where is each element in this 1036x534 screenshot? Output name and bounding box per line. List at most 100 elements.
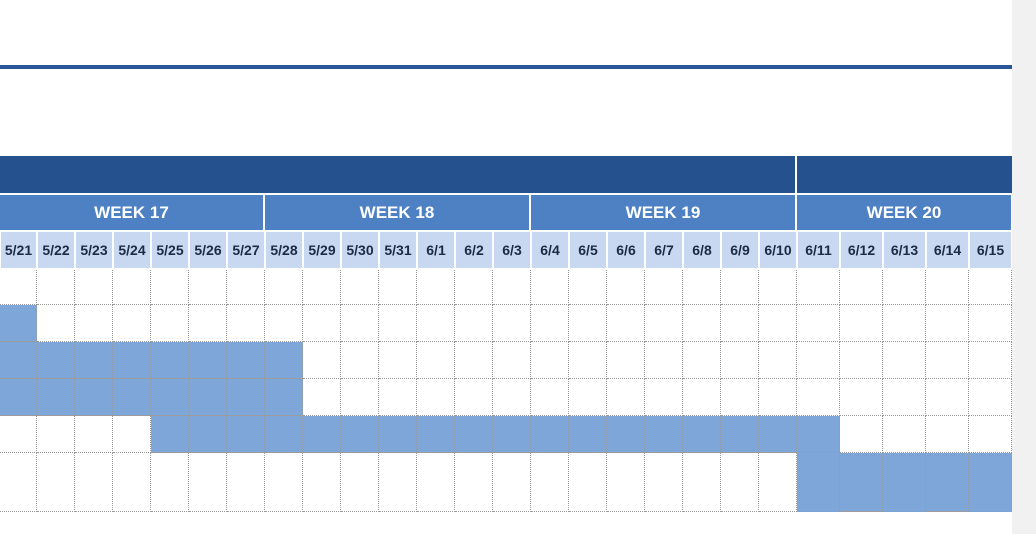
grid-cell[interactable]: [926, 416, 969, 453]
grid-cell[interactable]: [759, 453, 797, 512]
grid-cell[interactable]: [759, 342, 797, 379]
grid-cell[interactable]: [0, 453, 37, 512]
grid-cell[interactable]: [303, 379, 341, 416]
grid-cell[interactable]: [75, 416, 113, 453]
grid-cell[interactable]: [341, 453, 379, 512]
task-bar-cell[interactable]: [417, 416, 455, 453]
grid-cell[interactable]: [37, 416, 75, 453]
grid-cell[interactable]: [721, 270, 759, 305]
grid-cell[interactable]: [840, 379, 883, 416]
grid-cell[interactable]: [683, 305, 721, 342]
grid-cell[interactable]: [265, 453, 303, 512]
task-bar-cell[interactable]: [113, 379, 151, 416]
task-bar-cell[interactable]: [379, 416, 417, 453]
grid-cell[interactable]: [113, 453, 151, 512]
grid-cell[interactable]: [883, 416, 926, 453]
task-bar-cell[interactable]: [926, 453, 969, 512]
task-bar-cell[interactable]: [759, 416, 797, 453]
task-bar-cell[interactable]: [151, 416, 189, 453]
grid-cell[interactable]: [303, 342, 341, 379]
grid-cell[interactable]: [227, 453, 265, 512]
task-bar-cell[interactable]: [645, 416, 683, 453]
grid-cell[interactable]: [531, 305, 569, 342]
grid-cell[interactable]: [721, 342, 759, 379]
task-bar-cell[interactable]: [265, 416, 303, 453]
grid-cell[interactable]: [379, 270, 417, 305]
task-bar-cell[interactable]: [607, 416, 645, 453]
task-bar-cell[interactable]: [0, 379, 37, 416]
task-bar-cell[interactable]: [303, 416, 341, 453]
grid-cell[interactable]: [0, 416, 37, 453]
grid-cell[interactable]: [569, 342, 607, 379]
grid-cell[interactable]: [797, 379, 840, 416]
task-bar-cell[interactable]: [265, 342, 303, 379]
grid-cell[interactable]: [189, 270, 227, 305]
grid-cell[interactable]: [569, 453, 607, 512]
task-bar-cell[interactable]: [227, 416, 265, 453]
grid-cell[interactable]: [75, 305, 113, 342]
grid-cell[interactable]: [493, 453, 531, 512]
task-bar-cell[interactable]: [75, 379, 113, 416]
grid-cell[interactable]: [883, 305, 926, 342]
grid-cell[interactable]: [75, 453, 113, 512]
grid-cell[interactable]: [531, 379, 569, 416]
task-bar-cell[interactable]: [797, 453, 840, 512]
grid-cell[interactable]: [645, 270, 683, 305]
grid-cell[interactable]: [797, 305, 840, 342]
grid-cell[interactable]: [969, 342, 1012, 379]
grid-cell[interactable]: [883, 379, 926, 416]
grid-cell[interactable]: [151, 270, 189, 305]
grid-cell[interactable]: [341, 270, 379, 305]
task-bar-cell[interactable]: [151, 342, 189, 379]
grid-cell[interactable]: [926, 305, 969, 342]
task-bar-cell[interactable]: [0, 342, 37, 379]
grid-cell[interactable]: [759, 379, 797, 416]
task-bar-cell[interactable]: [455, 416, 493, 453]
grid-cell[interactable]: [493, 305, 531, 342]
grid-cell[interactable]: [926, 379, 969, 416]
grid-cell[interactable]: [645, 342, 683, 379]
grid-cell[interactable]: [189, 305, 227, 342]
grid-cell[interactable]: [607, 270, 645, 305]
grid-cell[interactable]: [969, 270, 1012, 305]
task-bar-cell[interactable]: [797, 416, 840, 453]
grid-cell[interactable]: [379, 342, 417, 379]
grid-cell[interactable]: [969, 305, 1012, 342]
grid-cell[interactable]: [227, 270, 265, 305]
grid-cell[interactable]: [926, 342, 969, 379]
grid-cell[interactable]: [113, 416, 151, 453]
grid-cell[interactable]: [840, 305, 883, 342]
task-bar-cell[interactable]: [37, 342, 75, 379]
grid-cell[interactable]: [759, 270, 797, 305]
task-bar-cell[interactable]: [493, 416, 531, 453]
task-bar-cell[interactable]: [75, 342, 113, 379]
grid-cell[interactable]: [840, 416, 883, 453]
grid-cell[interactable]: [569, 379, 607, 416]
grid-cell[interactable]: [417, 305, 455, 342]
grid-cell[interactable]: [969, 416, 1012, 453]
grid-cell[interactable]: [926, 270, 969, 305]
grid-cell[interactable]: [883, 342, 926, 379]
task-bar-cell[interactable]: [721, 416, 759, 453]
grid-cell[interactable]: [645, 379, 683, 416]
grid-cell[interactable]: [37, 305, 75, 342]
grid-cell[interactable]: [645, 305, 683, 342]
grid-cell[interactable]: [455, 342, 493, 379]
task-bar-cell[interactable]: [0, 305, 37, 342]
grid-cell[interactable]: [113, 305, 151, 342]
grid-cell[interactable]: [797, 270, 840, 305]
grid-cell[interactable]: [493, 342, 531, 379]
grid-cell[interactable]: [645, 453, 683, 512]
grid-cell[interactable]: [493, 270, 531, 305]
grid-cell[interactable]: [455, 305, 493, 342]
grid-cell[interactable]: [303, 270, 341, 305]
grid-cell[interactable]: [341, 379, 379, 416]
grid-cell[interactable]: [969, 379, 1012, 416]
grid-cell[interactable]: [721, 453, 759, 512]
grid-cell[interactable]: [379, 379, 417, 416]
grid-cell[interactable]: [303, 453, 341, 512]
task-bar-cell[interactable]: [341, 416, 379, 453]
grid-cell[interactable]: [607, 453, 645, 512]
grid-cell[interactable]: [531, 453, 569, 512]
task-bar-cell[interactable]: [883, 453, 926, 512]
